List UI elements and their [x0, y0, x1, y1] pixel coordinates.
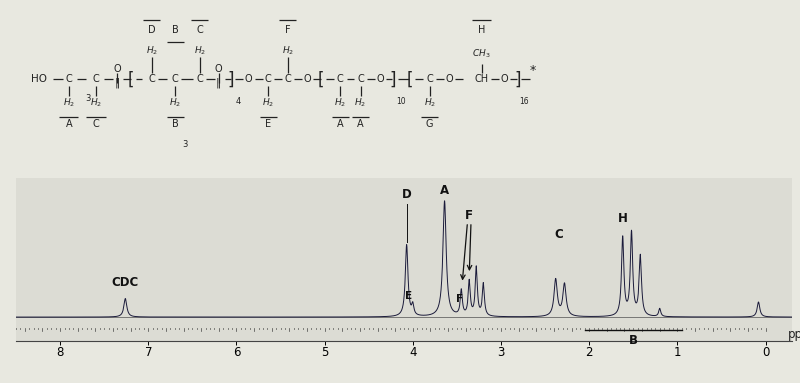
Text: 3: 3 [182, 140, 188, 149]
Text: O: O [445, 74, 453, 84]
Text: 4: 4 [235, 97, 241, 106]
Text: C: C [172, 74, 178, 84]
Text: *: * [530, 64, 536, 77]
Text: ppm: ppm [787, 329, 800, 341]
Text: A: A [337, 119, 344, 129]
Text: $H_2$: $H_2$ [194, 44, 206, 57]
Text: C: C [554, 228, 562, 241]
Text: O: O [500, 74, 508, 84]
Text: 16: 16 [519, 97, 529, 106]
Text: O: O [113, 64, 121, 74]
Text: CDC: CDC [112, 276, 139, 289]
Text: D: D [402, 188, 411, 201]
Text: $H_2$: $H_2$ [334, 97, 346, 110]
Text: ‖: ‖ [114, 77, 119, 88]
Text: C: C [426, 74, 433, 84]
Text: ‖: ‖ [216, 77, 221, 88]
Text: A: A [358, 119, 364, 129]
Text: $H_2$: $H_2$ [90, 97, 102, 110]
Text: C: C [93, 74, 99, 84]
Text: C: C [284, 74, 291, 84]
Text: C: C [265, 74, 271, 84]
Text: $H_2$: $H_2$ [62, 97, 75, 110]
Text: CH: CH [474, 74, 489, 84]
Text: B: B [172, 25, 178, 35]
Text: $CH_3$: $CH_3$ [472, 47, 491, 60]
Text: HO: HO [31, 74, 47, 84]
Text: C: C [93, 119, 99, 129]
Text: 3: 3 [86, 93, 91, 103]
Text: E: E [405, 291, 412, 301]
Text: $H_2$: $H_2$ [262, 97, 274, 110]
Text: ]: ] [390, 70, 396, 88]
Text: O: O [214, 64, 222, 74]
Text: D: D [148, 25, 156, 35]
Text: C: C [197, 74, 203, 84]
Text: B: B [172, 119, 178, 129]
Text: C: C [197, 25, 203, 35]
Text: C: C [337, 74, 344, 84]
Text: $H_2$: $H_2$ [423, 97, 436, 110]
Text: F: F [456, 294, 463, 304]
Text: A: A [66, 119, 72, 129]
Text: $H_2$: $H_2$ [169, 97, 181, 110]
Text: F: F [285, 25, 290, 35]
Text: [: [ [406, 70, 413, 88]
Text: $H_2$: $H_2$ [146, 44, 158, 57]
Text: H: H [618, 212, 628, 225]
Text: C: C [66, 74, 72, 84]
Text: O: O [245, 74, 253, 84]
Text: C: C [357, 74, 364, 84]
Text: ]: ] [228, 70, 234, 88]
Text: O: O [376, 74, 384, 84]
Text: F: F [466, 209, 474, 222]
Text: [: [ [127, 70, 134, 88]
Text: $H_2$: $H_2$ [282, 44, 294, 57]
Text: [: [ [318, 70, 324, 88]
Text: B: B [629, 334, 638, 347]
Text: 10: 10 [396, 97, 406, 106]
Text: G: G [426, 119, 434, 129]
Text: H: H [478, 25, 486, 35]
Text: C: C [149, 74, 155, 84]
Text: A: A [440, 184, 449, 197]
Text: $H_2$: $H_2$ [354, 97, 366, 110]
Text: ]: ] [514, 70, 521, 88]
Text: E: E [265, 119, 271, 129]
Text: O: O [303, 74, 311, 84]
